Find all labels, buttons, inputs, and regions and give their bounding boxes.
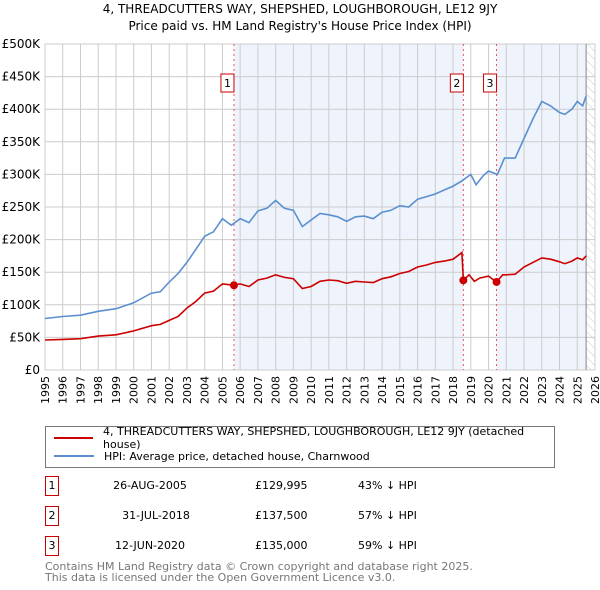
x-tick-label: 2010 xyxy=(305,376,318,404)
transaction-price: £135,000 xyxy=(255,539,308,552)
x-tick-label: 2015 xyxy=(394,376,407,404)
y-tick-label: £450K xyxy=(2,70,42,84)
y-tick-label: £200K xyxy=(2,233,42,247)
y-tick-label: £300K xyxy=(2,167,42,181)
legend-label-hpi: HPI: Average price, detached house, Char… xyxy=(104,449,370,463)
x-tick-label: 2008 xyxy=(270,376,283,404)
x-tick-label: 2023 xyxy=(536,376,549,404)
annotation-label: 1 xyxy=(224,77,231,90)
x-tick-label: 2021 xyxy=(500,376,513,404)
legend-item-hpi: HPI: Average price, detached house, Char… xyxy=(54,448,370,464)
y-tick-label: £350K xyxy=(2,135,42,149)
legend-swatch-blue xyxy=(54,455,94,457)
x-tick-label: 2003 xyxy=(181,376,194,404)
x-tick-label: 2013 xyxy=(358,376,371,404)
y-tick-label: £150K xyxy=(2,265,42,279)
annotation-label: 2 xyxy=(453,77,460,90)
y-tick-label: £0 xyxy=(25,363,40,377)
x-tick-label: 2026 xyxy=(589,376,600,404)
x-tick-label: 1999 xyxy=(110,376,123,404)
sale-point xyxy=(492,277,501,286)
x-tick-label: 2006 xyxy=(234,376,247,404)
x-tick-label: 2017 xyxy=(429,376,442,404)
x-tick-label: 2020 xyxy=(483,376,496,404)
annotation-box xyxy=(483,73,498,93)
x-tick-label: 2022 xyxy=(518,376,531,404)
sale-point xyxy=(229,281,238,290)
x-tick-label: 2014 xyxy=(376,376,389,404)
annotation-box xyxy=(220,73,235,93)
legend-label-property: 4, THREADCUTTERS WAY, SHEPSHED, LOUGHBOR… xyxy=(103,425,525,451)
x-tick-label: 2007 xyxy=(252,376,265,404)
transaction-date: 26-AUG-2005 xyxy=(113,479,187,492)
sale-point xyxy=(459,276,468,285)
x-tick-label: 2019 xyxy=(465,376,478,404)
footer-licence: This data is licensed under the Open Gov… xyxy=(45,571,396,584)
x-tick-label: 1995 xyxy=(39,376,52,404)
transaction-row: 2 31-JUL-2018 £137,500 57% ↓ HPI xyxy=(45,506,545,526)
footer-copyright: Contains HM Land Registry data © Crown c… xyxy=(45,560,473,573)
x-tick-label: 2024 xyxy=(554,376,567,404)
x-tick-label: 2002 xyxy=(163,376,176,404)
annotation-label: 3 xyxy=(487,77,494,90)
transaction-number: 3 xyxy=(45,536,59,556)
x-tick-label: 2011 xyxy=(323,376,336,404)
legend: 4, THREADCUTTERS WAY, SHEPSHED, LOUGHBOR… xyxy=(45,425,555,468)
chart-subtitle: Price paid vs. HM Land Registry's House … xyxy=(128,19,472,33)
x-tick-label: 2025 xyxy=(571,376,584,404)
x-tick-label: 2001 xyxy=(145,376,158,404)
transaction-price: £129,995 xyxy=(255,479,308,492)
chart-title: 4, THREADCUTTERS WAY, SHEPSHED, LOUGHBOR… xyxy=(102,2,498,16)
series-line xyxy=(44,95,587,320)
transaction-date: 12-JUN-2020 xyxy=(114,539,186,552)
transaction-price: £137,500 xyxy=(255,509,308,522)
x-tick-label: 1998 xyxy=(92,376,105,404)
transaction-number: 1 xyxy=(45,476,59,496)
y-tick-label: £500K xyxy=(2,37,42,51)
transaction-number: 2 xyxy=(45,506,59,526)
x-tick-label: 2018 xyxy=(447,376,460,404)
transaction-hpi: 43% ↓ HPI xyxy=(358,479,417,492)
transaction-hpi: 57% ↓ HPI xyxy=(358,509,417,522)
y-tick-label: £50K xyxy=(9,330,41,344)
y-tick-label: £400K xyxy=(2,102,42,116)
x-tick-label: 1996 xyxy=(57,376,70,404)
y-tick-label: £100K xyxy=(2,298,42,312)
x-tick-label: 2016 xyxy=(412,376,425,404)
series-line xyxy=(44,251,587,341)
annotation-box xyxy=(449,73,464,93)
x-tick-label: 2012 xyxy=(341,376,354,404)
transaction-row: 1 26-AUG-2005 £129,995 43% ↓ HPI xyxy=(45,476,545,496)
price-chart: 1995 1996 1997 1998 1999 2000 2001 2002 2003 2004… xyxy=(2,37,600,404)
transaction-hpi: 59% ↓ HPI xyxy=(358,539,417,552)
x-tick-label: 2000 xyxy=(128,376,141,404)
y-tick-label: £250K xyxy=(2,200,42,214)
legend-swatch-red xyxy=(54,437,94,439)
transaction-row: 3 12-JUN-2020 £135,000 59% ↓ HPI xyxy=(45,536,545,556)
x-tick-label: 2004 xyxy=(199,376,212,404)
x-tick-label: 1997 xyxy=(74,376,87,404)
legend-item-property: 4, THREADCUTTERS WAY, SHEPSHED, LOUGHBOR… xyxy=(54,425,554,451)
x-tick-label: 2009 xyxy=(287,376,300,404)
x-tick-label: 2005 xyxy=(216,376,229,404)
transaction-date: 31-JUL-2018 xyxy=(122,509,190,522)
